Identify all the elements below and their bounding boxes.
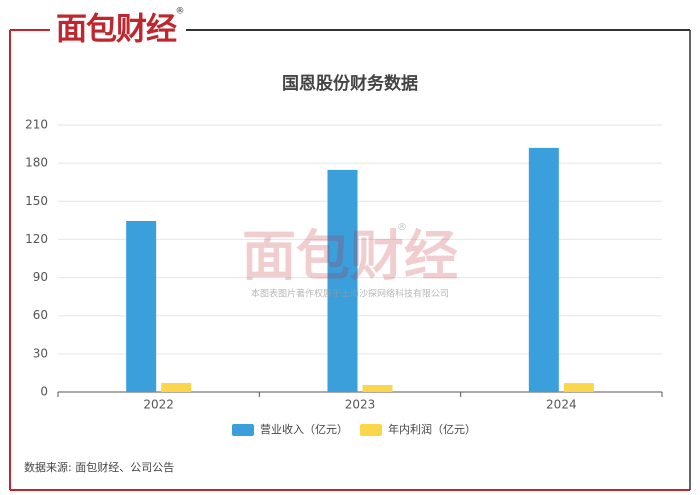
legend-swatch [232, 424, 254, 436]
x-tick-label: 2023 [345, 398, 376, 412]
bar [362, 385, 393, 392]
y-tick-label: 150 [25, 194, 48, 208]
chart-title: 国恩股份财务数据 [282, 73, 418, 94]
y-tick-label: 90 [33, 270, 48, 284]
bar [126, 220, 157, 392]
y-tick-label: 210 [25, 118, 48, 132]
watermark-logo: 面包财经 [242, 225, 458, 288]
watermark-mark: ® [397, 222, 407, 233]
watermark-copyright: 本图表图片著作权属于上海沙探网络科技有限公司 [251, 288, 449, 300]
logo: 面包财经 [56, 12, 177, 48]
y-tick-label: 30 [33, 346, 48, 360]
logo-mark: ® [176, 7, 185, 17]
legend-swatch [360, 424, 382, 436]
bar [563, 383, 594, 392]
bar [327, 169, 358, 392]
y-tick-label: 0 [40, 385, 48, 399]
bar [161, 382, 192, 392]
x-tick-label: 2024 [546, 398, 577, 412]
legend-label: 营业收入（亿元） [260, 422, 348, 436]
bar [528, 147, 559, 392]
x-tick-label: 2022 [143, 398, 174, 412]
y-tick-label: 120 [25, 232, 48, 246]
y-tick-label: 180 [25, 156, 48, 170]
y-tick-label: 60 [33, 308, 48, 322]
source: 数据来源: 面包财经、公司公告 [24, 460, 174, 474]
legend-label: 年内利润（亿元） [388, 422, 476, 436]
